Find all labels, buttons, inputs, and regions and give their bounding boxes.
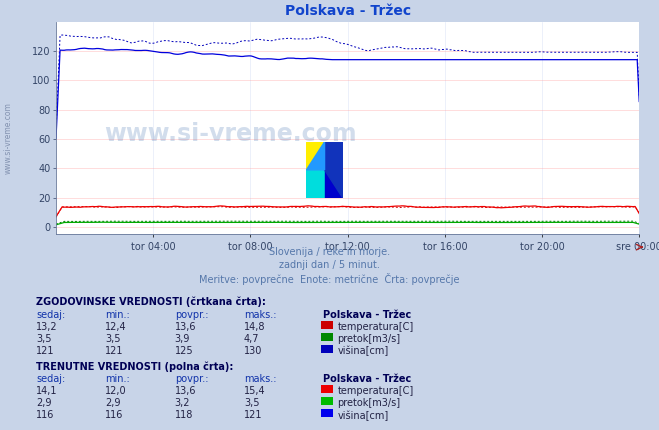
Text: www.si-vreme.com: www.si-vreme.com xyxy=(105,122,357,146)
Text: 12,0: 12,0 xyxy=(105,386,127,396)
Text: 2,9: 2,9 xyxy=(36,398,52,408)
Text: 15,4: 15,4 xyxy=(244,386,266,396)
Text: 13,6: 13,6 xyxy=(175,322,196,332)
Text: 12,4: 12,4 xyxy=(105,322,127,332)
Text: Slovenija / reke in morje.: Slovenija / reke in morje. xyxy=(269,247,390,257)
Text: Polskava - Tržec: Polskava - Tržec xyxy=(323,310,411,319)
Text: pretok[m3/s]: pretok[m3/s] xyxy=(337,334,401,344)
Text: 13,2: 13,2 xyxy=(36,322,58,332)
Text: 130: 130 xyxy=(244,346,262,356)
Bar xyxy=(325,170,343,198)
Text: temperatura[C]: temperatura[C] xyxy=(337,322,414,332)
Text: sedaj:: sedaj: xyxy=(36,310,65,319)
Text: povpr.:: povpr.: xyxy=(175,374,208,384)
Text: 2,9: 2,9 xyxy=(105,398,121,408)
Text: 3,5: 3,5 xyxy=(105,334,121,344)
Text: višina[cm]: višina[cm] xyxy=(337,346,389,356)
Text: 14,1: 14,1 xyxy=(36,386,58,396)
Text: 3,9: 3,9 xyxy=(175,334,190,344)
Text: povpr.:: povpr.: xyxy=(175,310,208,319)
Polygon shape xyxy=(325,142,343,198)
Text: temperatura[C]: temperatura[C] xyxy=(337,386,414,396)
Text: Meritve: povprečne  Enote: metrične  Črta: povprečje: Meritve: povprečne Enote: metrične Črta:… xyxy=(199,273,460,285)
Text: maks.:: maks.: xyxy=(244,310,276,319)
Text: Polskava - Tržec: Polskava - Tržec xyxy=(323,374,411,384)
Text: 121: 121 xyxy=(36,346,55,356)
Text: www.si-vreme.com: www.si-vreme.com xyxy=(4,101,13,174)
Text: 118: 118 xyxy=(175,410,193,420)
Text: sedaj:: sedaj: xyxy=(36,374,65,384)
Text: 121: 121 xyxy=(244,410,262,420)
Text: ZGODOVINSKE VREDNOSTI (črtkana črta):: ZGODOVINSKE VREDNOSTI (črtkana črta): xyxy=(36,297,266,307)
Text: 116: 116 xyxy=(105,410,124,420)
Text: TRENUTNE VREDNOSTI (polna črta):: TRENUTNE VREDNOSTI (polna črta): xyxy=(36,361,234,372)
Polygon shape xyxy=(306,142,325,170)
Polygon shape xyxy=(306,170,325,198)
Title: Polskava - Tržec: Polskava - Tržec xyxy=(285,3,411,18)
Text: 14,8: 14,8 xyxy=(244,322,266,332)
Text: 116: 116 xyxy=(36,410,55,420)
Text: min.:: min.: xyxy=(105,374,130,384)
Text: 125: 125 xyxy=(175,346,193,356)
Text: 3,2: 3,2 xyxy=(175,398,190,408)
Text: maks.:: maks.: xyxy=(244,374,276,384)
Text: 3,5: 3,5 xyxy=(244,398,260,408)
Text: 121: 121 xyxy=(105,346,124,356)
Text: zadnji dan / 5 minut.: zadnji dan / 5 minut. xyxy=(279,260,380,270)
Text: 4,7: 4,7 xyxy=(244,334,260,344)
Text: 3,5: 3,5 xyxy=(36,334,52,344)
Bar xyxy=(306,142,325,170)
Text: min.:: min.: xyxy=(105,310,130,319)
Text: 13,6: 13,6 xyxy=(175,386,196,396)
Text: pretok[m3/s]: pretok[m3/s] xyxy=(337,398,401,408)
Text: višina[cm]: višina[cm] xyxy=(337,410,389,421)
